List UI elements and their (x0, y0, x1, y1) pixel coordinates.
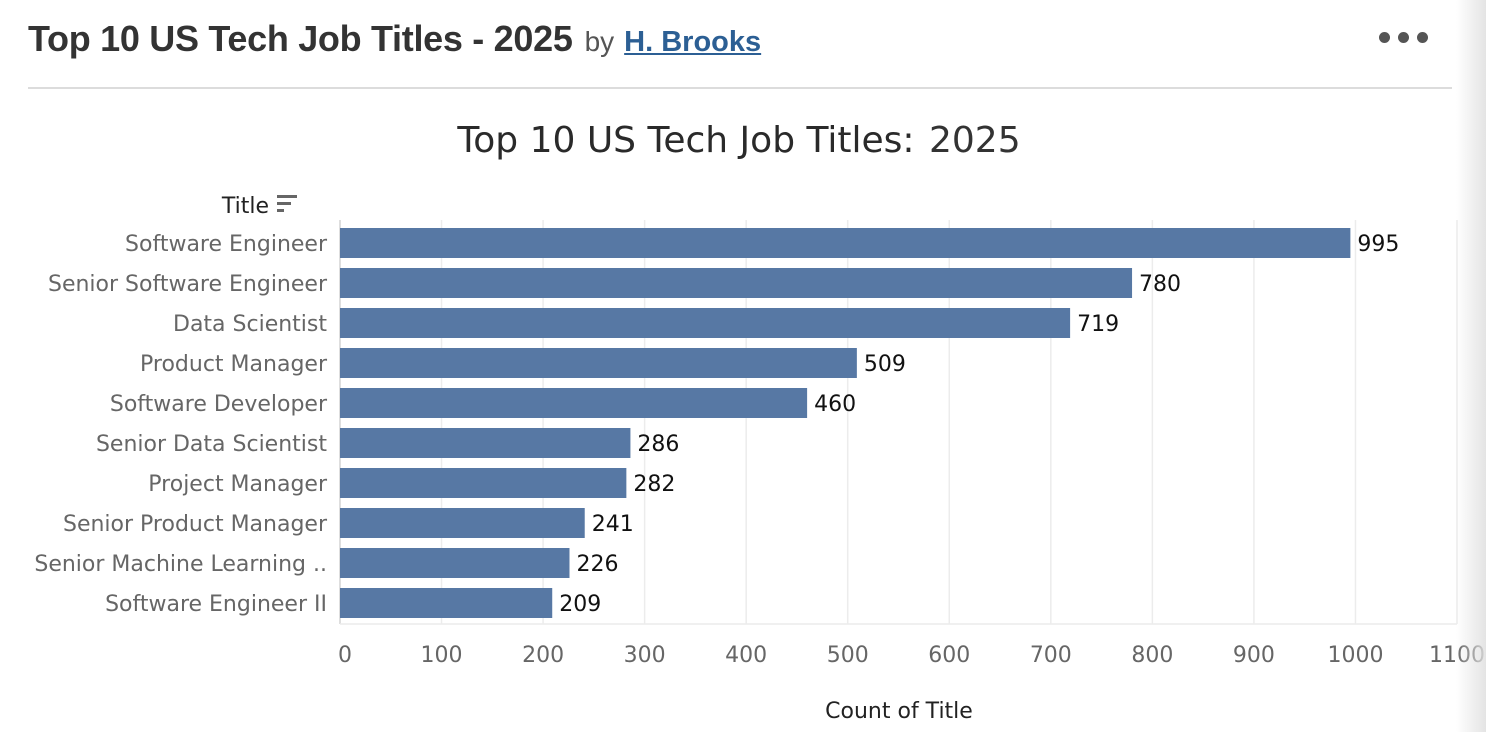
data-label: 509 (864, 352, 906, 377)
category-labels: Software Engineer Senior Software Enginee… (34, 232, 328, 617)
x-tick-label: 500 (827, 643, 869, 668)
x-tick-label: 700 (1030, 643, 1072, 668)
viz-title: Top 10 US Tech Job Titles - 2025 (28, 18, 573, 59)
x-tick-label: 0 (338, 643, 352, 668)
category-label: Project Manager (148, 472, 328, 497)
window-edge-shadow (1456, 0, 1486, 732)
data-label: 719 (1077, 312, 1119, 337)
x-tick-label: 800 (1131, 643, 1173, 668)
more-options-icon[interactable] (1375, 28, 1432, 47)
bar[interactable] (340, 508, 585, 538)
chart-title-main: Top 10 US Tech Job Titles: (456, 120, 914, 161)
bar[interactable] (340, 348, 857, 378)
x-tick-label: 400 (725, 643, 767, 668)
sort-descending-icon[interactable] (277, 195, 297, 212)
data-label: 226 (576, 552, 618, 577)
data-label: 460 (814, 392, 856, 417)
bar[interactable] (340, 268, 1133, 298)
category-label: Software Engineer II (105, 592, 327, 617)
data-label: 241 (592, 512, 634, 537)
data-label: 286 (637, 432, 679, 457)
bar[interactable] (340, 588, 553, 618)
data-label: 209 (559, 592, 601, 617)
bar[interactable] (340, 548, 570, 578)
data-label: 995 (1357, 232, 1399, 257)
x-tick-label: 900 (1233, 643, 1275, 668)
x-axis-title: Count of Title (825, 699, 973, 724)
by-text: by (584, 26, 615, 57)
author-link[interactable]: H. Brooks (624, 26, 762, 58)
bar[interactable] (340, 428, 631, 458)
bar[interactable] (340, 388, 808, 418)
chart-title-year: 2025 (929, 120, 1021, 161)
x-tick-label: 1000 (1327, 643, 1383, 668)
more-dot (1398, 32, 1409, 43)
category-label: Product Manager (140, 352, 328, 377)
viz-header: Top 10 US Tech Job Titles - 2025 by H. B… (28, 18, 1452, 64)
x-tick-label: 600 (928, 643, 970, 668)
bar-chart: Top 10 US Tech Job Titles: 2025 Title So… (34, 120, 1485, 724)
chart-title: Top 10 US Tech Job Titles: 2025 (456, 120, 1020, 161)
x-tick-label: 200 (522, 643, 564, 668)
x-axis-ticks: 010020030040050060070080090010001100 (338, 643, 1485, 668)
bars (340, 228, 1351, 618)
header-divider (28, 87, 1452, 89)
category-label: Software Developer (110, 392, 328, 417)
category-label: Senior Data Scientist (96, 432, 327, 457)
category-label: Senior Machine Learning .. (34, 552, 327, 577)
bar[interactable] (340, 468, 627, 498)
category-label: Software Engineer (125, 232, 328, 257)
data-label: 282 (633, 472, 675, 497)
category-label: Data Scientist (173, 312, 327, 337)
x-tick-label: 100 (421, 643, 463, 668)
bar[interactable] (340, 308, 1071, 338)
more-dot (1417, 32, 1428, 43)
data-labels: 995 780 719 509 460 286 282 241 226 209 (559, 232, 1399, 617)
x-tick-label: 300 (624, 643, 666, 668)
bar[interactable] (340, 228, 1351, 258)
category-label: Senior Software Engineer (48, 272, 328, 297)
data-label: 780 (1139, 272, 1181, 297)
more-dot (1379, 32, 1390, 43)
y-axis-field-label: Title (221, 194, 269, 219)
category-label: Senior Product Manager (63, 512, 328, 537)
